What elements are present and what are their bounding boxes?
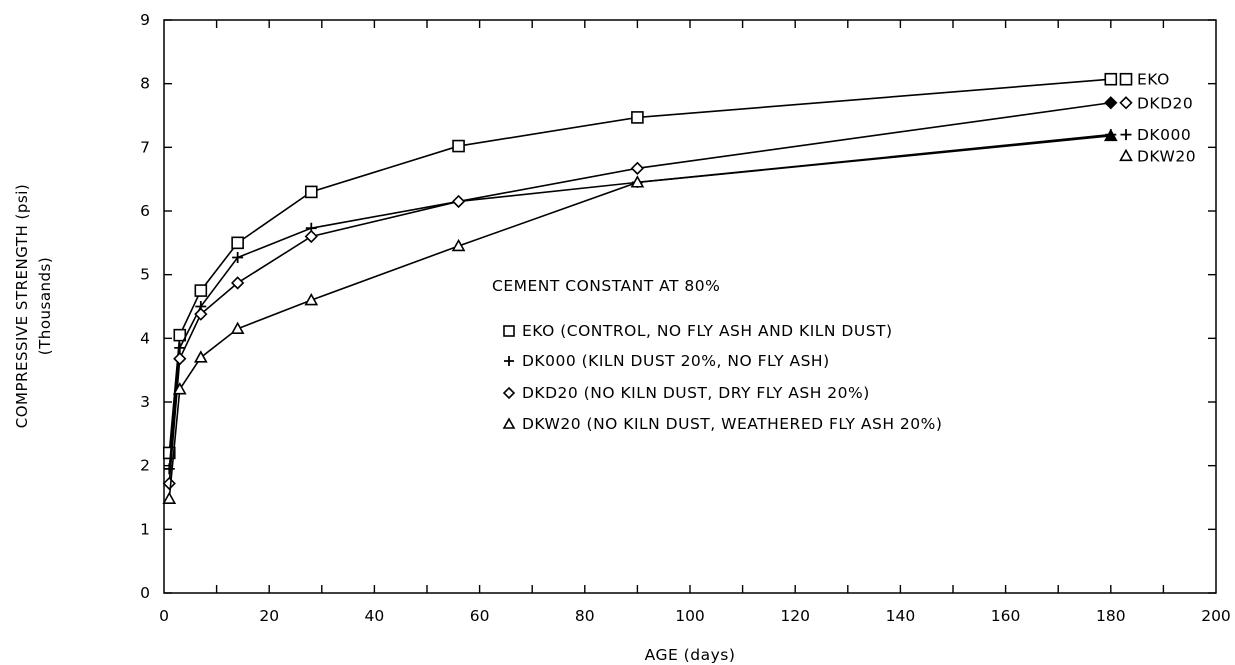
x-tick-label: 200	[1201, 607, 1231, 625]
end-label-dk000: DK000	[1120, 126, 1191, 144]
series-line-dk000	[168, 133, 1111, 469]
legend-item-triangle: DKW20 (NO KILN DUST, WEATHERED FLY ASH 2…	[502, 415, 942, 433]
x-tick-label: 100	[675, 607, 705, 625]
x-tick-label: 160	[991, 607, 1021, 625]
y-tick-label: 3	[140, 393, 150, 411]
end-label-text: EKO	[1137, 71, 1170, 89]
series-end-labels: EKO DK000 DKD20 DKW20	[1119, 71, 1196, 165]
plus-marker	[232, 251, 244, 263]
square-marker	[1119, 72, 1133, 86]
y-tick-label: 9	[140, 11, 150, 29]
diamond-marker	[231, 276, 245, 290]
square-marker	[631, 111, 644, 124]
x-tick-label: 0	[159, 607, 169, 625]
x-tick-label: 60	[470, 607, 490, 625]
plus-marker	[1120, 129, 1132, 141]
legend-item-plus: DK000 (KILN DUST 20%, NO FLY ASH)	[504, 352, 830, 370]
square-marker	[231, 236, 244, 250]
y-tick-label: 2	[140, 457, 150, 475]
diamond-marker	[1104, 96, 1118, 110]
diamond-marker	[502, 386, 516, 400]
end-label-eko: EKO	[1119, 71, 1170, 89]
legend-item-text: DK000 (KILN DUST 20%, NO FLY ASH)	[522, 352, 830, 370]
legend-item-text: EKO (CONTROL, NO FLY ASH AND KILN DUST)	[522, 322, 893, 340]
square-marker	[1104, 72, 1118, 86]
diamond-marker	[451, 194, 466, 209]
square-marker	[162, 446, 176, 460]
legend-item-diamond: DKD20 (NO KILN DUST, DRY FLY ASH 20%)	[502, 384, 870, 402]
square-marker	[452, 139, 465, 153]
legend-item-text: DKW20 (NO KILN DUST, WEATHERED FLY ASH 2…	[522, 415, 942, 433]
x-tick-label: 140	[886, 607, 916, 625]
triangle-marker	[162, 491, 177, 504]
square-marker	[173, 328, 187, 342]
series-eko	[162, 72, 1118, 460]
square-marker	[194, 284, 208, 297]
diamond-marker	[630, 161, 645, 175]
x-tick-label: 180	[1096, 607, 1126, 625]
y-tick-label: 8	[140, 75, 150, 93]
triangle-marker	[193, 350, 208, 363]
legend-item-text: DKD20 (NO KILN DUST, DRY FLY ASH 20%)	[522, 384, 870, 402]
axes: 0 1 2 3 4 5 6 7 8 9 0 20 40 60 80 100 120 140 160 180 200	[140, 11, 1231, 625]
triangle-marker	[230, 321, 245, 334]
y-tick-label: 4	[140, 329, 150, 347]
triangle-marker	[172, 382, 187, 395]
y-tick-label: 5	[140, 266, 150, 284]
legend: CEMENT CONSTANT AT 80% EKO (CONTROL, NO …	[492, 277, 942, 433]
x-axis-label: AGE (days)	[645, 646, 736, 664]
plus-marker	[504, 356, 514, 366]
x-tick-label: 120	[780, 607, 810, 625]
triangle-marker	[304, 292, 319, 306]
series-layer	[162, 72, 1118, 504]
legend-item-square: EKO (CONTROL, NO FLY ASH AND KILN DUST)	[503, 322, 893, 340]
series-line-dkd20	[168, 101, 1111, 484]
triangle-marker	[1103, 128, 1118, 142]
y-tick-label: 6	[140, 202, 150, 220]
series-line-eko	[168, 78, 1111, 454]
x-tick-label: 80	[575, 607, 595, 625]
y-axis-sublabel: (Thousands)	[36, 257, 54, 355]
series-line-dkw20	[168, 135, 1111, 499]
series-dkd20	[162, 96, 1118, 491]
legend-title: CEMENT CONSTANT AT 80%	[492, 277, 720, 295]
square-marker	[304, 185, 318, 199]
diamond-marker	[304, 229, 318, 244]
end-label-dkw20: DKW20	[1119, 147, 1196, 165]
diamond-marker	[162, 476, 176, 491]
triangle-marker	[451, 238, 466, 252]
triangle-marker	[1119, 148, 1133, 162]
diamond-marker	[194, 307, 208, 321]
series-dkw20	[162, 128, 1118, 504]
end-label-text: DKD20	[1137, 94, 1193, 112]
x-tick-label: 40	[365, 607, 385, 625]
x-tick-label: 20	[259, 607, 279, 625]
plus-marker	[174, 342, 186, 354]
end-label-text: DKW20	[1137, 147, 1196, 165]
y-axis-label: COMPRESSIVE STRENGTH (psi)	[13, 184, 31, 428]
square-marker	[503, 325, 515, 337]
diamond-marker	[1119, 96, 1133, 110]
diamond-marker	[173, 352, 187, 366]
y-tick-label: 1	[140, 520, 150, 538]
end-label-dkd20: DKD20	[1119, 94, 1193, 112]
plot-frame	[163, 19, 1217, 594]
y-tick-label: 0	[140, 584, 150, 602]
triangle-marker	[502, 417, 516, 429]
triangle-marker	[630, 175, 645, 188]
end-label-text: DK000	[1137, 126, 1191, 144]
y-tick-label: 7	[140, 138, 150, 156]
